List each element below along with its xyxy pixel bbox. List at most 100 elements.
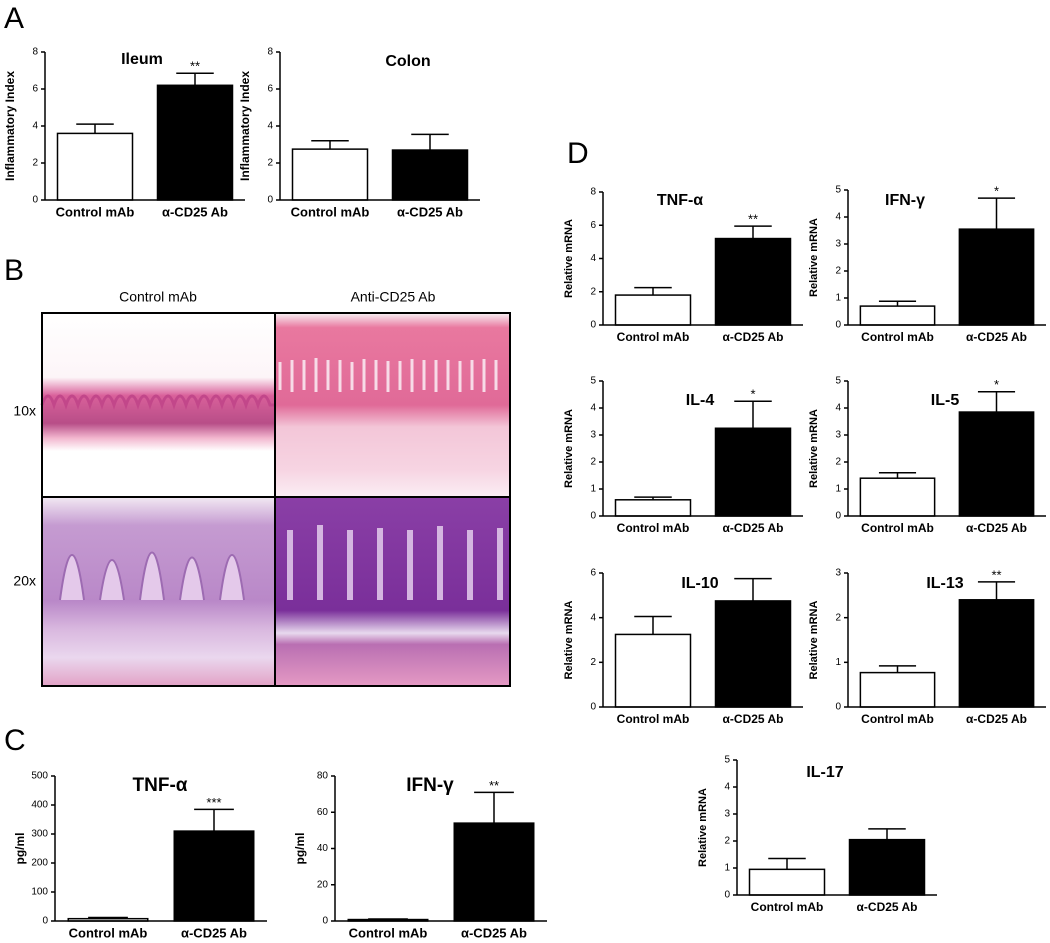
y-axis-label: Relative mRNA [808, 601, 820, 680]
bar [958, 599, 1035, 708]
y-tick-label: 0 [835, 702, 841, 713]
histology-image [42, 313, 275, 497]
chart-title: Ileum [121, 51, 163, 68]
y-tick-label: 1 [835, 484, 841, 495]
y-axis-label: pg/ml [293, 833, 307, 865]
bar [291, 148, 369, 201]
y-tick-label: 2 [835, 266, 841, 277]
y-axis-label: pg/ml [13, 833, 27, 865]
x-tick-label: α-CD25 Ab [397, 204, 463, 219]
error-bar [768, 857, 806, 870]
crypts [287, 525, 503, 600]
chart-title: IFN-γ [885, 192, 925, 209]
x-tick-label: α-CD25 Ab [723, 330, 784, 344]
y-tick-label: 2 [590, 657, 596, 668]
villi [278, 358, 498, 392]
error-bar [88, 916, 128, 919]
bar [173, 830, 255, 922]
column-label: Control mAb [119, 289, 197, 305]
bar-chart: Ileum Inflammatory Index 0 2 4 6 8 Control mAb α… [3, 47, 245, 219]
y-axis-label: Relative mRNA [563, 219, 575, 298]
y-tick-label: 200 [31, 858, 48, 869]
y-tick-label: 4 [590, 612, 596, 623]
y-tick-label: 3 [835, 568, 841, 579]
x-tick-label: Control mAb [56, 204, 135, 219]
significance-mark: ** [190, 59, 200, 74]
y-tick-label: 6 [267, 84, 273, 95]
y-tick-label: 500 [31, 771, 48, 782]
significance-mark: * [750, 387, 755, 402]
y-tick-label: 2 [590, 286, 596, 297]
x-tick-label: Control mAb [349, 925, 428, 940]
y-tick-label: 4 [267, 121, 273, 132]
chart-title: Colon [385, 53, 430, 70]
y-tick-label: 2 [267, 158, 273, 169]
chart-title: IFN-γ [406, 775, 454, 796]
bar [714, 600, 792, 708]
bar [391, 149, 469, 201]
y-tick-label: 80 [317, 771, 329, 782]
y-axis-label: Inflammatory Index [238, 71, 252, 181]
y-axis-label: Relative mRNA [563, 409, 575, 488]
bar [958, 228, 1035, 326]
panel-label: D [567, 137, 589, 170]
bar-chart: IFN-γ Relative mRNA 0 1 2 3 4 5 Control mAb α-CD2… [808, 184, 1046, 344]
y-tick-label: 4 [590, 403, 596, 414]
y-tick-label: 60 [317, 807, 329, 818]
x-tick-label: Control mAb [861, 330, 934, 344]
x-tick-label: Control mAb [751, 900, 824, 914]
y-tick-label: 0 [724, 890, 730, 901]
y-tick-label: 100 [31, 887, 48, 898]
error-bar [634, 286, 672, 296]
x-tick-label: Control mAb [69, 925, 148, 940]
error-bar [76, 123, 114, 134]
x-tick-label: Control mAb [861, 712, 934, 726]
histology-image [275, 497, 510, 686]
significance-mark: ** [489, 778, 499, 793]
y-tick-label: 1 [835, 293, 841, 304]
x-tick-label: Control mAb [291, 204, 370, 219]
y-tick-label: 2 [835, 457, 841, 468]
y-tick-label: 3 [724, 809, 730, 820]
bar [859, 305, 936, 326]
chart-title: IL-5 [931, 392, 960, 409]
chart-title: TNF-α [133, 775, 188, 796]
bar-chart: IL-13 Relative mRNA 0 1 2 3 Control mAb α-CD25 … [808, 567, 1046, 726]
panel-label: A [4, 2, 24, 35]
y-tick-label: 5 [590, 376, 596, 387]
chart-title: IL-13 [926, 575, 963, 592]
y-tick-label: 3 [590, 430, 596, 441]
histology-image [275, 313, 510, 497]
y-tick-label: 5 [835, 185, 841, 196]
y-tick-label: 6 [32, 84, 38, 95]
chart-title: TNF-α [657, 192, 703, 209]
y-tick-label: 2 [590, 457, 596, 468]
error-bar [878, 300, 917, 307]
bar [56, 132, 134, 201]
x-tick-label: α-CD25 Ab [461, 925, 527, 940]
y-tick-label: 20 [317, 879, 329, 890]
x-tick-label: α-CD25 Ab [723, 521, 784, 535]
bar [453, 822, 535, 922]
y-tick-label: 0 [42, 916, 48, 927]
bar [614, 633, 692, 708]
error-bar [311, 140, 349, 150]
y-tick-label: 6 [590, 568, 596, 579]
error-bar [977, 197, 1016, 230]
error-bar [734, 577, 772, 601]
chart-title: IL-10 [681, 575, 718, 592]
y-tick-label: 0 [267, 195, 273, 206]
villi [40, 394, 275, 410]
error-bar [634, 615, 672, 635]
bar [614, 294, 692, 326]
y-tick-label: 0 [322, 916, 328, 927]
y-tick-label: 0 [590, 702, 596, 713]
error-bar [474, 791, 514, 824]
bar [958, 411, 1035, 517]
y-tick-label: 5 [835, 376, 841, 387]
y-tick-label: 5 [724, 755, 730, 766]
bar-chart: IL-17 Relative mRNA 0 1 2 3 4 5 Control mAb α-CD2… [697, 755, 937, 914]
error-bar [634, 496, 672, 500]
bar-chart: TNF-α pg/ml 0 100 200 300 400 500 Control mAb α-C… [13, 771, 267, 940]
x-tick-label: α-CD25 Ab [857, 900, 918, 914]
